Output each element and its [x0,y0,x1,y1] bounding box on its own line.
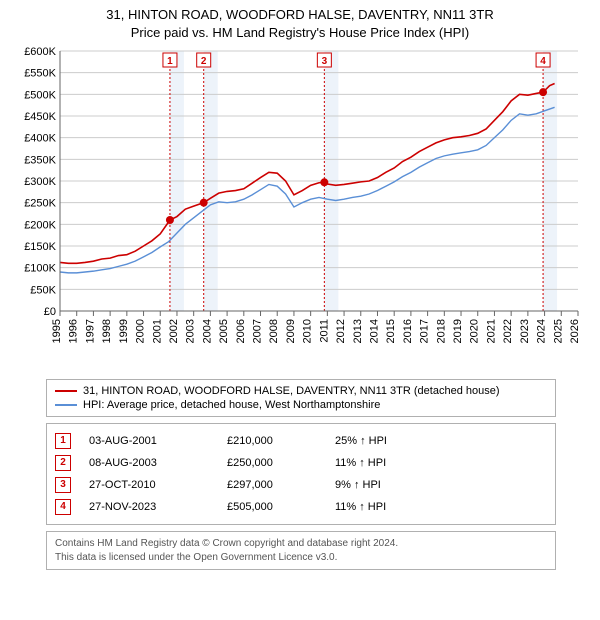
footer: Contains HM Land Registry data © Crown c… [46,531,556,570]
svg-text:2002: 2002 [168,319,180,343]
sale-date: 27-OCT-2010 [89,479,209,491]
svg-text:£200K: £200K [24,219,56,231]
svg-text:2003: 2003 [185,319,197,343]
sale-pct: 11% ↑ HPI [335,501,425,513]
svg-text:2012: 2012 [335,319,347,343]
svg-text:4: 4 [540,56,546,67]
svg-text:2021: 2021 [485,319,497,343]
sale-pct: 11% ↑ HPI [335,457,425,469]
svg-text:2000: 2000 [135,319,147,343]
sale-price: £297,000 [227,479,317,491]
svg-text:2008: 2008 [268,319,280,343]
svg-text:£550K: £550K [24,68,56,80]
sale-date: 03-AUG-2001 [89,435,209,447]
svg-text:2016: 2016 [402,319,414,343]
legend-row: HPI: Average price, detached house, West… [55,398,547,412]
legend-swatch [55,404,77,406]
svg-text:1995: 1995 [51,319,63,343]
svg-text:2010: 2010 [302,319,314,343]
svg-text:2: 2 [201,56,207,67]
sale-price: £210,000 [227,435,317,447]
svg-text:2026: 2026 [569,319,581,343]
svg-text:1: 1 [167,56,173,67]
svg-text:2009: 2009 [285,319,297,343]
page: 31, HINTON ROAD, WOODFORD HALSE, DAVENTR… [0,0,600,570]
svg-text:2023: 2023 [519,319,531,343]
sales-table: 1 03-AUG-2001 £210,000 25% ↑ HPI 2 08-AUG-200… [46,423,556,525]
sale-price: £250,000 [227,457,317,469]
svg-text:2015: 2015 [385,319,397,343]
svg-text:1997: 1997 [84,319,96,343]
sales-row: 1 03-AUG-2001 £210,000 25% ↑ HPI [55,430,547,452]
footer-line-1: Contains HM Land Registry data © Crown c… [55,537,547,551]
svg-text:2018: 2018 [435,319,447,343]
svg-text:1996: 1996 [68,319,80,343]
svg-text:£50K: £50K [30,284,56,296]
svg-text:2014: 2014 [368,319,380,343]
svg-text:2017: 2017 [419,319,431,343]
svg-text:2025: 2025 [552,319,564,343]
svg-text:2020: 2020 [469,319,481,343]
chart-svg: £0 £50K £100K £150K £200K £250K £300K £350K £400… [10,43,590,373]
svg-text:£250K: £250K [24,198,56,210]
svg-text:£0: £0 [44,306,56,318]
legend: 31, HINTON ROAD, WOODFORD HALSE, DAVENTR… [46,379,556,417]
svg-text:2011: 2011 [318,319,330,343]
svg-text:1998: 1998 [101,319,113,343]
svg-text:£300K: £300K [24,176,56,188]
svg-text:2013: 2013 [352,319,364,343]
svg-text:£450K: £450K [24,111,56,123]
svg-text:2024: 2024 [536,319,548,343]
legend-label: 31, HINTON ROAD, WOODFORD HALSE, DAVENTR… [83,385,500,397]
sale-marker: 2 [55,455,71,471]
title-subtitle: Price paid vs. HM Land Registry's House … [0,24,600,42]
sales-row: 4 27-NOV-2023 £505,000 11% ↑ HPI [55,496,547,518]
title-address: 31, HINTON ROAD, WOODFORD HALSE, DAVENTR… [0,6,600,24]
svg-text:3: 3 [322,56,328,67]
svg-text:1999: 1999 [118,319,130,343]
footer-line-2: This data is licensed under the Open Gov… [55,551,547,565]
title-block: 31, HINTON ROAD, WOODFORD HALSE, DAVENTR… [0,0,600,43]
chart: £0 £50K £100K £150K £200K £250K £300K £350K £400… [10,43,590,373]
svg-text:£600K: £600K [24,46,56,58]
svg-text:2006: 2006 [235,319,247,343]
legend-label: HPI: Average price, detached house, West… [83,399,380,411]
sale-pct: 25% ↑ HPI [335,435,425,447]
sales-row: 2 08-AUG-2003 £250,000 11% ↑ HPI [55,452,547,474]
legend-swatch [55,390,77,392]
legend-row: 31, HINTON ROAD, WOODFORD HALSE, DAVENTR… [55,384,547,398]
svg-text:£350K: £350K [24,154,56,166]
svg-text:£500K: £500K [24,89,56,101]
svg-text:2005: 2005 [218,319,230,343]
sale-marker: 3 [55,477,71,493]
svg-text:2019: 2019 [452,319,464,343]
svg-text:£100K: £100K [24,263,56,275]
svg-text:2007: 2007 [252,319,264,343]
svg-text:2004: 2004 [201,319,213,343]
svg-text:2001: 2001 [151,319,163,343]
svg-text:2022: 2022 [502,319,514,343]
sale-marker: 4 [55,499,71,515]
sale-date: 27-NOV-2023 [89,501,209,513]
svg-text:£150K: £150K [24,241,56,253]
sale-marker: 1 [55,433,71,449]
sale-date: 08-AUG-2003 [89,457,209,469]
sale-pct: 9% ↑ HPI [335,479,425,491]
sales-row: 3 27-OCT-2010 £297,000 9% ↑ HPI [55,474,547,496]
svg-text:£400K: £400K [24,133,56,145]
sale-price: £505,000 [227,501,317,513]
